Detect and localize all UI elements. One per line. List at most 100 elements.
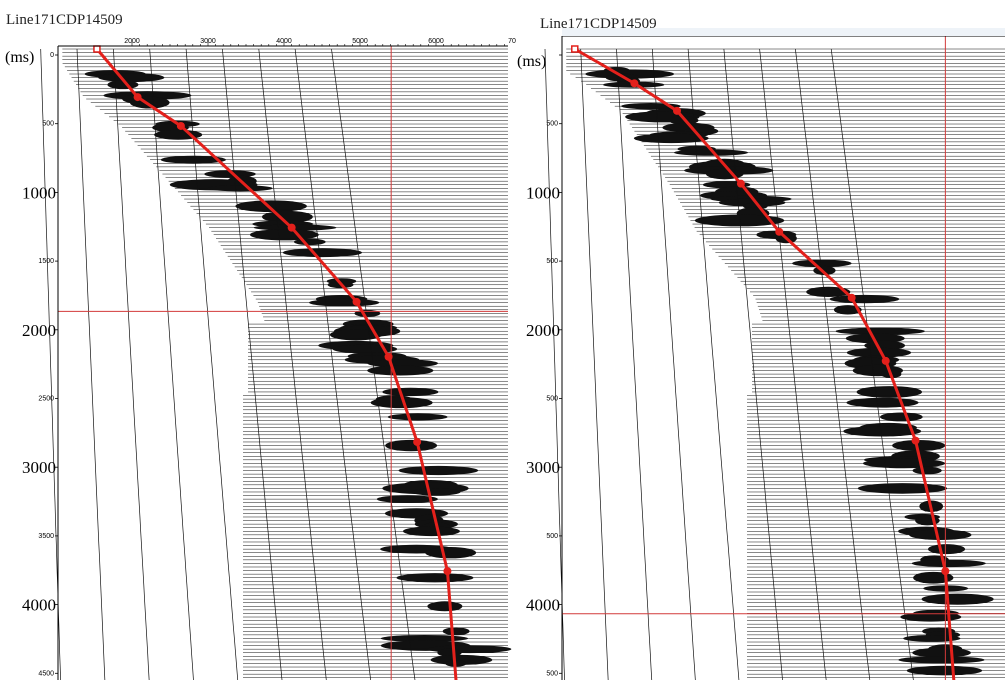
- energy-blob: [846, 347, 912, 358]
- energy-blob: [427, 601, 463, 612]
- moveout-curve: [258, 48, 327, 680]
- energy-blob: [98, 73, 165, 83]
- energy-blob: [843, 426, 922, 437]
- moveout-curve: [723, 48, 783, 680]
- energy-blob: [207, 185, 273, 192]
- velocity-pick-point: [630, 79, 639, 88]
- moveout-curve: [616, 48, 653, 680]
- y-tick-label: 0: [50, 52, 54, 59]
- energy-blob: [906, 665, 983, 676]
- energy-blob: [376, 495, 438, 503]
- energy-blob: [385, 439, 438, 452]
- panel-left: Line171CDP14509 (ms) 0 500 1000 1500 2000 250…: [5, 12, 516, 680]
- x-axis-band: [562, 28, 1005, 36]
- y-tick-label: 3000: [22, 458, 56, 477]
- energy-blob: [403, 526, 460, 537]
- y-tick-label: 4500: [38, 670, 54, 677]
- y-tick-label: 3000: [526, 458, 560, 477]
- energy-blob: [900, 612, 962, 622]
- velocity-pick-point: [413, 437, 422, 446]
- moveout-curve: [759, 48, 827, 680]
- x-tick-label: 3000: [200, 38, 216, 45]
- velocity-pick-point: [847, 293, 856, 302]
- energy-blob: [370, 397, 433, 409]
- energy-blob: [160, 155, 226, 164]
- energy-blob: [911, 559, 986, 568]
- panel-right-seismic-traces: [544, 48, 1005, 680]
- y-tick-label: 500: [546, 533, 558, 540]
- energy-blob: [674, 149, 748, 156]
- moveout-curve: [830, 48, 914, 680]
- energy-blob: [913, 571, 954, 584]
- velocity-pick-point: [775, 227, 784, 236]
- energy-blob: [835, 327, 925, 335]
- velocity-pick-point: [736, 179, 745, 188]
- energy-blob: [912, 466, 942, 475]
- moveout-curve: [544, 48, 565, 680]
- energy-blob: [863, 458, 946, 469]
- energy-blob: [912, 647, 971, 658]
- energy-blob: [898, 656, 985, 664]
- velocity-pick-point: [911, 436, 920, 445]
- energy-blob: [856, 386, 923, 398]
- panel-right: Line171CDP14509 (ms) 5001000500200050030…: [517, 16, 1005, 680]
- energy-blob: [367, 359, 438, 368]
- x-tick-label: 5000: [352, 38, 368, 45]
- energy-blob: [382, 387, 439, 397]
- energy-blob: [909, 529, 972, 541]
- energy-blob: [879, 412, 923, 422]
- y-tick-label: 500: [546, 670, 558, 677]
- y-tick-label: 2000: [526, 321, 560, 340]
- velocity-pick-point: [287, 223, 296, 232]
- energy-blob: [892, 440, 946, 452]
- energy-blob: [927, 544, 966, 555]
- moveout-curve: [294, 48, 372, 680]
- energy-blob: [829, 294, 900, 304]
- y-tick-label: 500: [546, 396, 558, 403]
- moveout-curve: [185, 48, 239, 680]
- energy-blob: [293, 238, 326, 246]
- velocity-pick-point: [941, 567, 950, 576]
- velocity-curve-line: [574, 47, 956, 680]
- velocity-pick-point: [443, 567, 452, 576]
- energy-blob: [792, 259, 852, 268]
- velocity-pick-start: [571, 45, 579, 53]
- energy-blob: [633, 133, 709, 144]
- velocity-pick-point: [133, 93, 142, 102]
- y-tick-label: 500: [546, 258, 558, 265]
- panel-left-y-ticks: 0 500 1000 1500 2000 2500 3000 3500 4000 4500: [22, 52, 58, 677]
- panel-left-seismic-traces: [40, 48, 512, 680]
- energy-blob: [398, 465, 479, 476]
- moveout-curve: [222, 48, 283, 680]
- energy-blob: [411, 488, 461, 496]
- moveout-curve: [580, 48, 609, 680]
- energy-blob: [921, 593, 994, 605]
- moveout-curve: [331, 48, 416, 680]
- velocity-pick-point: [384, 352, 393, 361]
- energy-blob: [833, 305, 862, 315]
- energy-blob: [718, 198, 786, 207]
- energy-blob: [425, 547, 477, 559]
- panel-right-velocity-curve: [571, 45, 956, 680]
- velocity-pick-point: [673, 106, 682, 115]
- velocity-pick-point: [176, 121, 185, 130]
- energy-blob: [806, 286, 851, 298]
- y-tick-label: 2500: [38, 396, 54, 403]
- panel-right-y-unit: (ms): [517, 53, 546, 70]
- energy-blob: [437, 648, 462, 657]
- panel-left-x-ticks: 2000 3000 4000 5000 6000 70: [124, 38, 516, 46]
- panel-right-y-ticks: 500 1000 500 2000 500 3000 500 4000 500: [526, 54, 562, 677]
- y-tick-label: 3500: [38, 533, 54, 540]
- energy-blob: [396, 573, 474, 583]
- y-tick-label: 1000: [526, 183, 560, 202]
- moveout-curve: [149, 48, 194, 680]
- energy-blob: [154, 129, 203, 140]
- panel-left-title: Line171CDP14509: [6, 12, 123, 28]
- x-tick-label: 70: [508, 38, 516, 45]
- y-tick-label: 500: [42, 121, 54, 128]
- y-tick-label: 500: [546, 121, 558, 128]
- x-tick-label: 2000: [124, 38, 140, 45]
- moveout-curve: [113, 48, 150, 680]
- x-tick-label: 4000: [276, 38, 292, 45]
- velocity-pick-start: [93, 45, 101, 53]
